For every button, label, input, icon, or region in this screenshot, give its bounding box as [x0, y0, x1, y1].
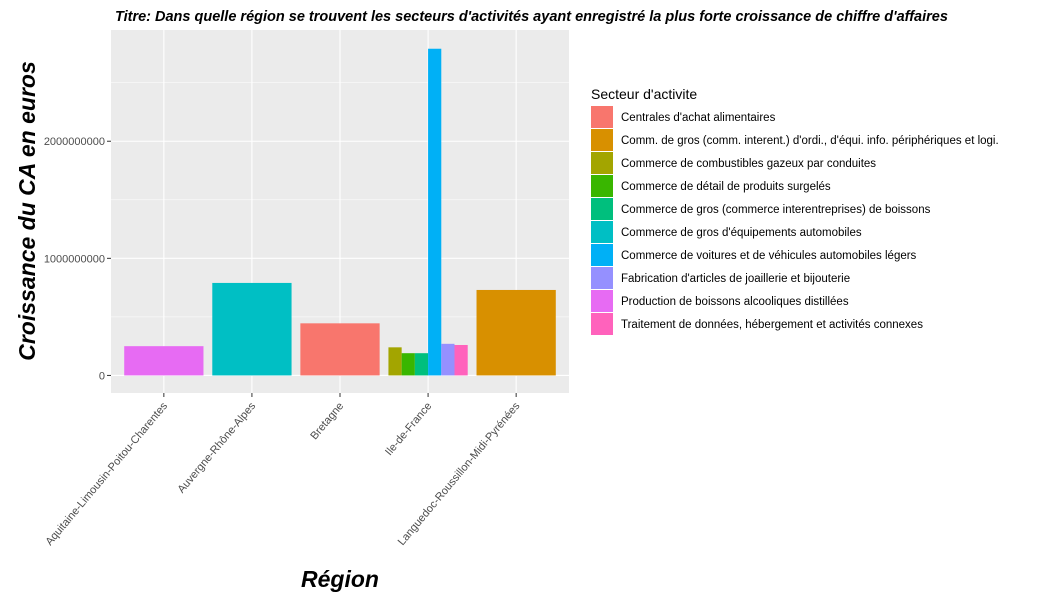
legend-key-9 — [591, 313, 613, 335]
legend-key-3 — [591, 175, 613, 197]
bar-ile-de-france-6 — [428, 48, 442, 376]
legend-key-1 — [591, 129, 613, 151]
bar-ile-de-france-3 — [401, 353, 415, 376]
legend-label-2: Commerce de combustibles gazeux par cond… — [621, 158, 876, 170]
legend-label-0: Centrales d'achat alimentaires — [621, 112, 776, 124]
legend-label-6: Commerce de voitures et de véhicules aut… — [621, 250, 917, 262]
x-tick-label-auvergne-rhone-alpes: Auvergne-Rhône-Alpes — [176, 400, 259, 496]
bar-ile-de-france-2 — [388, 347, 402, 376]
legend-label-7: Fabrication d'articles de joaillerie et … — [621, 273, 850, 285]
legend-key-8 — [591, 290, 613, 312]
y-tick-label: 1000000000 — [44, 253, 105, 265]
legend-label-4: Commerce de gros (commerce interentrepri… — [621, 204, 931, 216]
legend-label-9: Traitement de données, hébergement et ac… — [621, 319, 923, 331]
bar-bretagne-0 — [300, 323, 380, 376]
x-tick-label-ile-de-france: Ile-de-France — [383, 400, 434, 458]
legend-label-5: Commerce de gros d'équipements automobil… — [621, 227, 862, 239]
x-tick-label-aquitaine-limousin-poitou-charentes: Aquitaine-Limousin-Poitou-Charentes — [43, 400, 170, 548]
legend-key-2 — [591, 152, 613, 174]
legend: Secteur d'activite Centrales d'achat ali… — [591, 86, 999, 335]
bar-ile-de-france-4 — [414, 353, 429, 376]
y-axis-title: Croissance du CA en euros — [14, 61, 40, 361]
y-tick-label: 0 — [99, 370, 105, 382]
y-tick-label: 2000000000 — [44, 136, 105, 148]
chart-title: Titre: Dans quelle région se trouvent le… — [115, 9, 948, 25]
legend-label-3: Commerce de détail de produits surgelés — [621, 181, 831, 193]
legend-key-6 — [591, 244, 613, 266]
y-axis: 0 1000000000 2000000000 — [44, 136, 111, 382]
bar-auvergne-rhone-alpes-5 — [212, 282, 292, 376]
legend-key-5 — [591, 221, 613, 243]
x-axis: Aquitaine-Limousin-Poitou-Charentes Auver… — [43, 393, 523, 548]
x-tick-label-bretagne: Bretagne — [308, 400, 346, 442]
bar-ile-de-france-9 — [454, 344, 468, 376]
legend-key-0 — [591, 106, 613, 128]
legend-label-1: Comm. de gros (comm. interent.) d'ordi.,… — [621, 135, 999, 147]
legend-key-7 — [591, 267, 613, 289]
legend-label-8: Production de boissons alcooliques disti… — [621, 296, 849, 308]
legend-title: Secteur d'activite — [591, 86, 697, 102]
bar-ile-de-france-7 — [441, 343, 455, 376]
x-axis-title: Région — [301, 566, 379, 592]
bars — [124, 48, 556, 376]
bar-aquitaine-limousin-poitou-charentes-8 — [124, 346, 204, 376]
bar-languedoc-roussillon-midi-pyrenees-1 — [476, 289, 556, 376]
legend-key-4 — [591, 198, 613, 220]
